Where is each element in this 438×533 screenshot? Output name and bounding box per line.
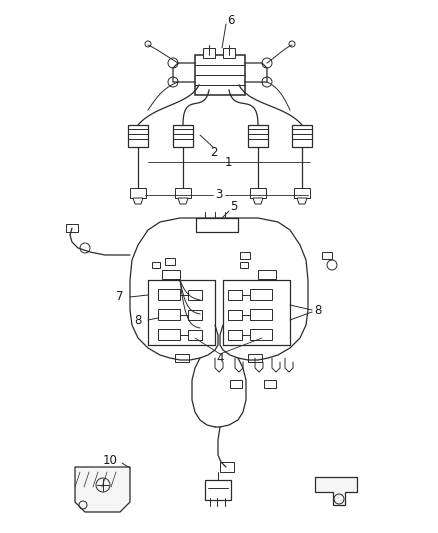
Bar [294,188,310,198]
Bar [240,262,248,268]
Bar [250,329,272,340]
Text: 2: 2 [210,146,218,158]
Bar [230,380,242,388]
Bar [130,188,146,198]
Text: 3: 3 [215,189,223,201]
Bar [173,125,193,147]
Text: 8: 8 [314,303,321,317]
Bar [188,310,202,320]
Bar [205,480,231,500]
Polygon shape [297,198,307,204]
Bar [196,218,238,232]
Bar [158,329,180,340]
Polygon shape [178,198,188,204]
Bar [228,310,242,320]
Bar [258,270,276,279]
Bar [128,125,148,147]
Bar [228,330,242,340]
Bar [203,48,215,58]
Polygon shape [133,198,143,204]
Bar [66,224,78,232]
Bar [250,188,266,198]
Text: 5: 5 [230,200,238,214]
Bar [292,125,312,147]
Bar [228,290,242,300]
Bar [248,354,262,362]
Bar [188,290,202,300]
Text: 7: 7 [116,290,124,303]
Polygon shape [75,467,130,512]
Bar [248,125,268,147]
Text: 4: 4 [216,351,224,365]
Bar [158,309,180,320]
Bar [322,252,332,259]
Bar [175,188,191,198]
Bar [220,462,234,472]
Polygon shape [315,477,357,505]
Bar [175,354,189,362]
Text: 8: 8 [134,313,141,327]
Bar [188,330,202,340]
Text: 6: 6 [227,13,235,27]
Bar [223,48,235,58]
Polygon shape [253,198,263,204]
Bar [158,289,180,300]
Bar [165,258,175,265]
Bar [250,309,272,320]
Bar [264,380,276,388]
Bar [162,270,180,279]
Bar [240,252,250,259]
Text: 10: 10 [102,454,117,466]
Bar [250,289,272,300]
Text: 1: 1 [224,156,232,168]
Bar [152,262,160,268]
Bar [195,55,245,95]
